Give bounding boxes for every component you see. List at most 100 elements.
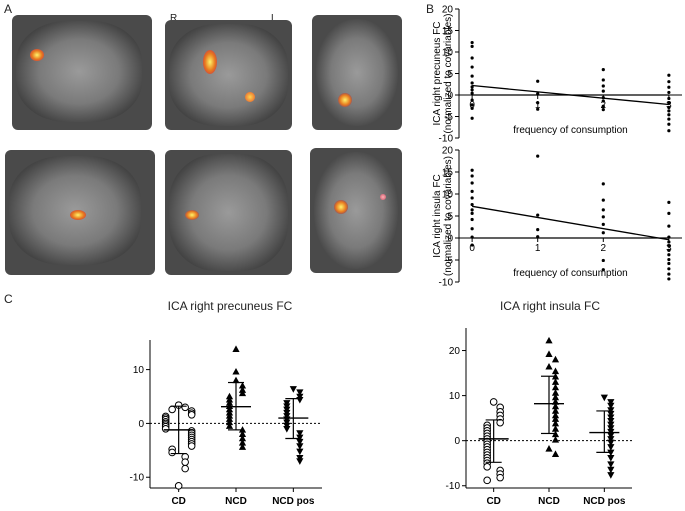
data-point-triangle-down <box>296 438 304 446</box>
data-point <box>470 103 474 107</box>
y-tick-label: 20 <box>442 146 454 157</box>
data-point-triangle-up <box>551 415 560 422</box>
data-point-triangle-down <box>607 466 615 474</box>
y-tick-label: 5 <box>447 69 453 80</box>
data-point-triangle-up <box>545 336 553 344</box>
data-point-circle <box>187 411 196 419</box>
data-point <box>536 101 540 105</box>
data-point-triangle-up <box>551 378 560 385</box>
data-point <box>667 267 671 271</box>
data-point-triangle-down <box>289 386 297 393</box>
data-point-triangle-up <box>551 450 560 457</box>
data-point-circle <box>496 473 504 482</box>
data-point-triangle-down <box>607 402 615 410</box>
data-point <box>470 202 474 207</box>
data-point-triangle-up <box>551 389 560 396</box>
data-point-triangle-down <box>607 414 615 422</box>
data-point <box>667 80 671 84</box>
category-label: NCD pos <box>583 496 626 507</box>
data-point-triangle-up <box>551 425 560 432</box>
data-point-triangle-up <box>551 383 560 391</box>
chart-title: ICA right precuneus FC <box>168 299 293 313</box>
y-tick-label: 10 <box>442 190 454 201</box>
data-point-triangle-down <box>607 472 615 479</box>
data-point-triangle-up <box>545 362 553 370</box>
y-tick-label: -5 <box>444 256 453 267</box>
y-axis-label: ICA right precuneus FC <box>432 22 443 126</box>
data-point-triangle-down <box>283 426 291 433</box>
data-point <box>667 272 671 276</box>
data-point-triangle-up <box>551 411 560 419</box>
category-label: NCD pos <box>272 496 315 507</box>
data-point <box>667 277 671 281</box>
data-point <box>470 168 474 172</box>
x-tick-label: 1 <box>535 243 541 254</box>
data-point <box>470 88 474 92</box>
data-point-triangle-down <box>607 418 615 425</box>
category-label: NCD <box>225 496 247 507</box>
data-point <box>667 85 671 89</box>
data-point <box>601 222 605 226</box>
data-point <box>470 44 474 49</box>
data-point <box>601 89 605 93</box>
y-tick-label: 15 <box>442 168 454 179</box>
data-point <box>470 106 474 110</box>
data-point-triangle-up <box>238 434 247 442</box>
data-point <box>601 231 605 235</box>
data-point <box>667 96 671 101</box>
data-point <box>667 200 671 204</box>
data-point <box>470 116 474 120</box>
y-tick-label: -10 <box>446 481 461 492</box>
data-point-triangle-up <box>238 381 247 389</box>
data-point-triangle-up <box>551 407 560 414</box>
brain-sagittal-top <box>12 15 152 130</box>
y-tick-label: 15 <box>442 26 454 37</box>
category-label: CD <box>486 496 500 507</box>
brain-axial-top <box>312 15 402 130</box>
data-point <box>536 154 540 158</box>
data-point <box>470 81 474 85</box>
data-point-circle <box>181 403 189 412</box>
y-tick-label: -10 <box>130 473 145 484</box>
data-point-triangle-down <box>607 421 615 429</box>
category-label: NCD <box>538 496 560 507</box>
right-hemisphere-label: R <box>170 13 178 24</box>
data-point-triangle-down <box>607 444 615 451</box>
chart-b-bottom: 20 15 10 5 0 -5 -10 0 1 2 3 frequency of consumptio… <box>432 146 682 289</box>
data-point-triangle-up <box>551 402 560 410</box>
x-tick-label: 3 <box>666 243 672 254</box>
data-point <box>470 91 474 95</box>
data-point-triangle-up <box>545 350 553 357</box>
data-point <box>470 181 474 185</box>
y-axis-label-2: (normalized to covariables) <box>443 156 454 276</box>
data-point <box>667 240 671 244</box>
data-point <box>470 85 474 89</box>
data-point <box>667 235 671 239</box>
data-point-triangle-down <box>600 394 608 402</box>
data-point <box>667 117 671 121</box>
x-tick-label: 3 <box>666 100 672 111</box>
data-point-triangle-up <box>551 355 560 363</box>
data-point-triangle-up <box>232 376 240 384</box>
y-tick-label: -10 <box>439 134 454 143</box>
x-axis-label: frequency of consumption <box>513 268 628 279</box>
data-point <box>470 217 474 222</box>
data-point <box>536 79 540 83</box>
panel-label-c: C <box>4 292 13 306</box>
data-point-triangle-down <box>607 436 615 443</box>
data-point <box>601 84 605 88</box>
brain-coronal-bottom <box>165 150 292 275</box>
data-point <box>667 105 671 110</box>
data-point-circle <box>483 476 491 485</box>
data-point <box>667 224 671 228</box>
data-point <box>601 68 605 72</box>
data-point-triangle-up <box>232 367 240 375</box>
data-point <box>470 227 474 231</box>
data-point-triangle-down <box>296 448 304 456</box>
data-point <box>470 56 474 60</box>
data-point <box>601 215 605 219</box>
data-point-triangle-up <box>238 430 247 437</box>
data-point <box>667 73 671 77</box>
x-tick-label: 1 <box>535 100 541 111</box>
